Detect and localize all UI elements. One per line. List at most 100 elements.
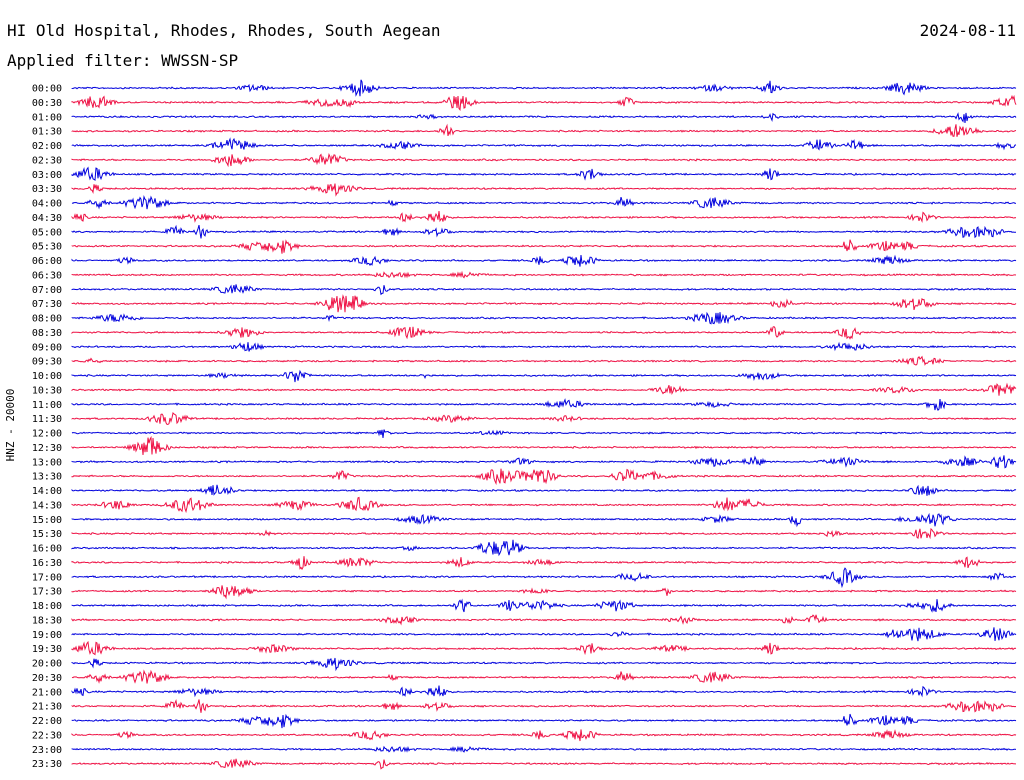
seismic-trace xyxy=(71,284,1016,296)
row-time-label: 19:00 xyxy=(32,630,62,641)
row-time-label: 11:30 xyxy=(32,414,62,425)
seismic-trace xyxy=(71,94,1017,111)
row-time-label: 05:00 xyxy=(32,227,62,238)
row-time-label: 21:30 xyxy=(32,702,62,713)
row-time-label: 17:30 xyxy=(32,587,62,598)
row-time-label: 04:30 xyxy=(32,213,62,224)
row-time-label: 23:30 xyxy=(32,759,62,770)
row-time-label: 13:30 xyxy=(32,472,62,483)
row-time-label: 12:30 xyxy=(32,443,62,454)
row-time-label: 13:00 xyxy=(32,457,62,468)
row-time-label: 16:30 xyxy=(32,558,62,569)
row-time-label: 12:00 xyxy=(32,429,62,440)
row-time-label: 03:30 xyxy=(32,184,62,195)
row-time-label: 09:00 xyxy=(32,342,62,353)
row-time-label: 19:30 xyxy=(32,644,62,655)
seismic-trace xyxy=(71,382,1017,396)
seismic-trace xyxy=(71,224,1016,239)
row-time-label: 01:00 xyxy=(32,112,62,123)
seismic-trace xyxy=(71,325,1017,340)
row-time-label: 11:00 xyxy=(32,400,62,411)
seismic-trace xyxy=(71,137,1017,151)
row-time-label: 00:30 xyxy=(32,98,62,109)
seismic-trace xyxy=(71,429,1017,439)
y-axis-label: HNZ - 20000 xyxy=(4,389,17,462)
row-time-label: 05:30 xyxy=(32,242,62,253)
seismic-trace xyxy=(71,614,1017,626)
row-time-label: 20:00 xyxy=(32,659,62,670)
row-time-label: 21:00 xyxy=(32,687,62,698)
seismic-trace xyxy=(71,585,1017,600)
seismic-trace xyxy=(71,745,1017,753)
row-time-label: 22:00 xyxy=(32,716,62,727)
row-time-label: 15:00 xyxy=(32,515,62,526)
seismic-trace xyxy=(71,435,1017,456)
seismic-trace xyxy=(71,166,1017,182)
row-time-label: 00:00 xyxy=(32,84,62,95)
seismic-trace xyxy=(71,512,1017,528)
seismic-trace xyxy=(71,254,1017,267)
seismic-trace xyxy=(71,211,1017,223)
row-time-label: 10:30 xyxy=(32,385,62,396)
row-time-label: 18:00 xyxy=(32,601,62,612)
row-time-label: 10:00 xyxy=(32,371,62,382)
filter-label: Applied filter: WWSSN-SP xyxy=(7,51,239,70)
row-time-label: 23:00 xyxy=(32,745,62,756)
seismic-trace xyxy=(71,270,1017,279)
seismic-trace xyxy=(71,556,1017,571)
seismic-trace xyxy=(71,496,1017,514)
station-title: HI Old Hospital, Rhodes, Rhodes, South A… xyxy=(7,21,441,40)
seismic-trace xyxy=(71,657,1017,672)
seismic-trace xyxy=(71,341,1017,352)
seismic-trace xyxy=(71,484,1017,496)
seismic-trace xyxy=(71,369,1017,383)
row-time-label: 22:30 xyxy=(32,730,62,741)
row-time-label: 14:30 xyxy=(32,500,62,511)
seismic-trace xyxy=(71,79,1017,97)
seismic-trace xyxy=(71,123,1017,137)
seismic-trace xyxy=(71,239,1017,254)
seismic-trace xyxy=(71,468,1016,486)
row-time-label: 08:30 xyxy=(32,328,62,339)
date-label: 2024-08-11 xyxy=(919,21,1016,40)
seismic-trace xyxy=(71,598,1017,613)
seismic-trace xyxy=(71,112,1017,124)
seismic-trace xyxy=(71,539,1017,557)
seismic-trace xyxy=(71,411,1017,425)
seismic-trace xyxy=(71,640,1017,656)
seismic-trace xyxy=(71,355,1017,366)
seismic-trace xyxy=(71,567,1017,589)
row-time-label: 06:00 xyxy=(32,256,62,267)
seismic-trace xyxy=(71,398,1017,411)
seismic-trace xyxy=(71,698,1017,713)
seismic-trace xyxy=(71,527,1017,540)
row-time-label: 20:30 xyxy=(32,673,62,684)
seismic-trace xyxy=(71,311,1017,325)
seismic-trace xyxy=(71,729,1017,742)
row-time-label: 16:00 xyxy=(32,544,62,555)
row-time-label: 01:30 xyxy=(32,127,62,138)
seismic-trace xyxy=(71,758,1016,770)
row-time-label: 15:30 xyxy=(32,529,62,540)
seismic-trace xyxy=(71,713,1017,729)
seismic-trace xyxy=(71,294,1017,313)
row-time-label: 07:00 xyxy=(32,285,62,296)
row-time-label: 14:00 xyxy=(32,486,62,497)
row-time-label: 09:30 xyxy=(32,357,62,368)
seismic-trace xyxy=(71,669,1017,684)
row-time-label: 02:00 xyxy=(32,141,62,152)
row-time-label: 18:30 xyxy=(32,615,62,626)
row-time-label: 06:30 xyxy=(32,270,62,281)
seismic-trace xyxy=(71,685,1017,698)
seismic-trace xyxy=(71,455,1017,469)
row-time-label: 17:00 xyxy=(32,572,62,583)
row-time-label: 04:00 xyxy=(32,199,62,210)
seismic-trace xyxy=(71,627,1017,642)
row-time-label: 02:30 xyxy=(32,155,62,166)
row-time-label: 03:00 xyxy=(32,170,62,181)
seismic-trace xyxy=(71,153,1017,168)
seismic-trace xyxy=(71,195,1017,210)
row-time-label: 07:30 xyxy=(32,299,62,310)
row-time-label: 08:00 xyxy=(32,314,62,325)
